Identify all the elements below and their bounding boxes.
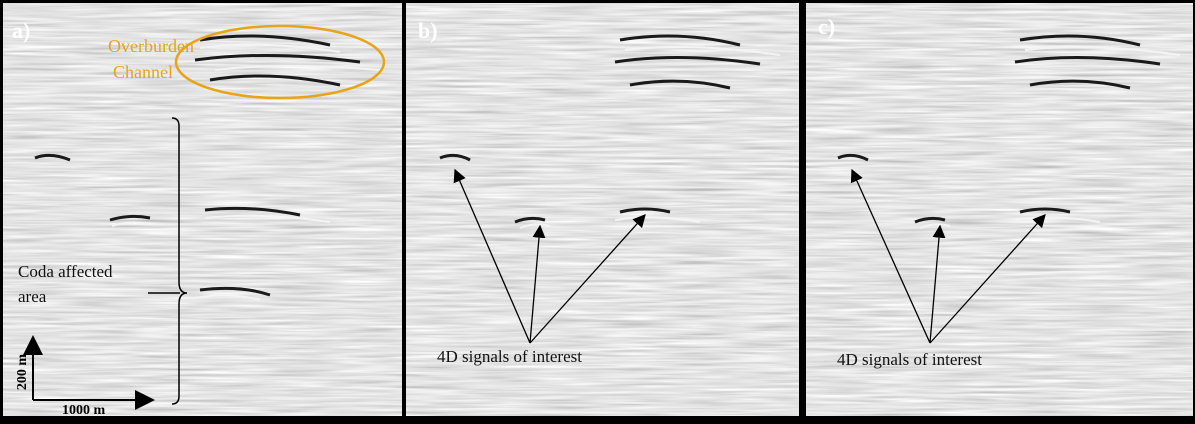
signals-label: 4D signals of interest — [437, 347, 582, 366]
panel-a: a) Overburden Channel Coda affected area… — [3, 3, 402, 418]
panel-label: a) — [12, 18, 30, 43]
coda-label: Coda affected — [18, 262, 113, 281]
channel-label: Channel — [113, 62, 173, 82]
panel-label: b) — [418, 18, 438, 43]
panel-c: c) 4D signals of interest — [806, 3, 1193, 416]
panel-b: b) 4D signals of interest — [406, 3, 799, 416]
channel-label: Overburden — [108, 36, 194, 56]
scale-label: 1000 m — [62, 403, 106, 418]
coda-label: area — [18, 287, 47, 306]
seismic-image — [3, 3, 402, 416]
panel-label: c) — [818, 14, 835, 39]
figure: a) Overburden Channel Coda affected area… — [0, 0, 1195, 419]
signals-label: 4D signals of interest — [837, 350, 982, 369]
scale-label: 200 m — [15, 354, 30, 391]
